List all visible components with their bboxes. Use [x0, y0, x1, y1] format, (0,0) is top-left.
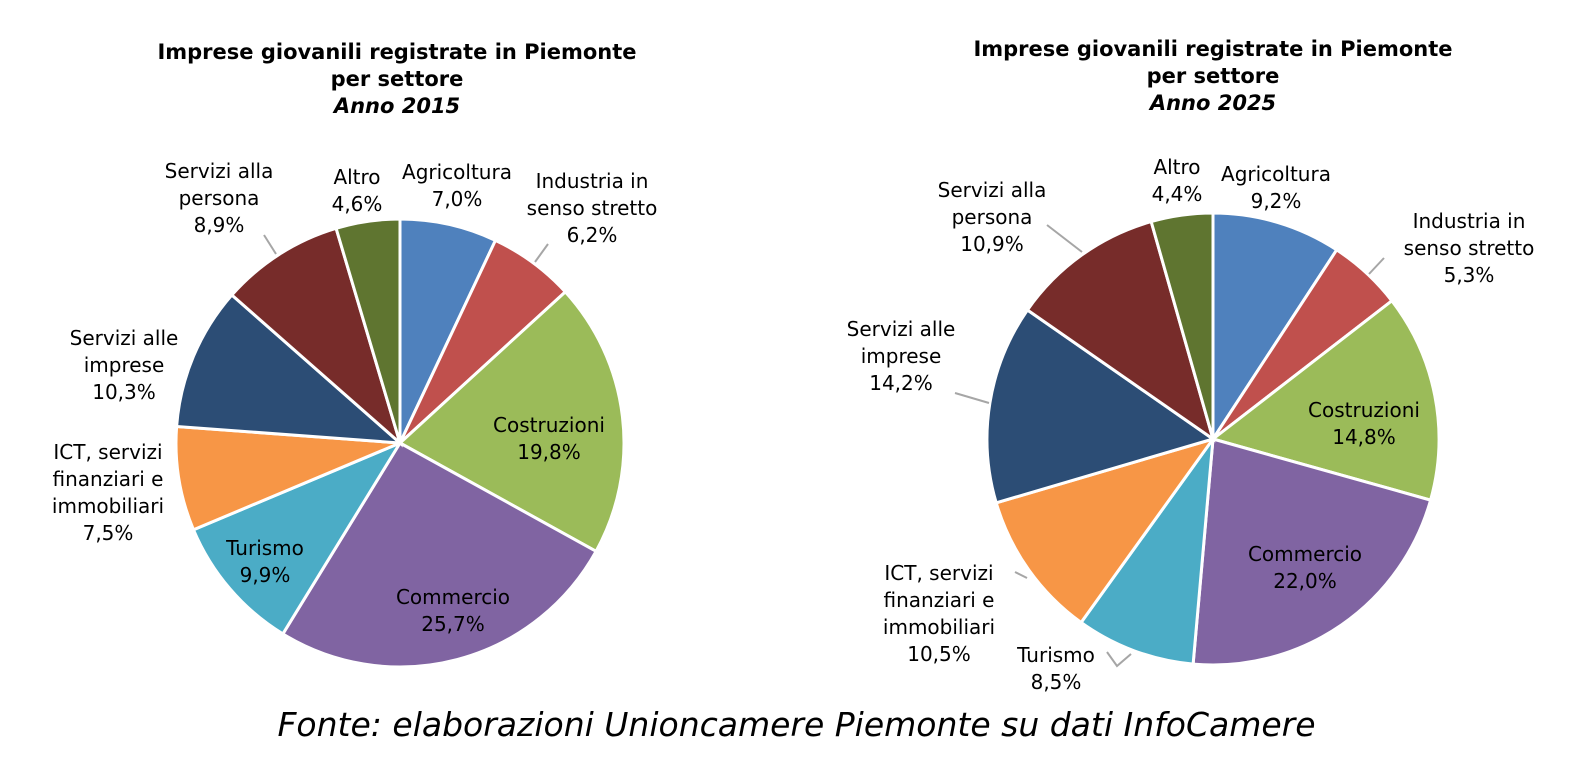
chart-title-line1: Imprese giovanili registrate in Piemonte: [157, 40, 637, 64]
slice-label-turismo: Turismo 9,9%: [225, 536, 304, 587]
slice-label-costruzioni: Costruzioni 14,8%: [1308, 398, 1420, 449]
chart-title-line2: per settore: [330, 67, 464, 91]
leader-line: [1106, 651, 1132, 668]
slice-label-altro: Altro 4,6%: [332, 165, 383, 216]
pie-slice-servizi-alle-imprese: [985, 307, 1217, 505]
slice-label-turismo: Turismo 8,5%: [1016, 643, 1095, 694]
slice-label-servizi-alle-imprese: Servizi alle imprese 14,2%: [847, 317, 956, 395]
pie-chart-2025: Imprese giovanili registrate in Piemonte…: [797, 0, 1593, 705]
chart-title: Imprese giovanili registrate in Piemonte…: [815, 36, 1593, 117]
pie-slice-altro: [1149, 211, 1215, 440]
slice-label-ict-servizi-finanziari-e-immobiliari: ICT, servizi finanziari e immobiliari 7,5%: [52, 440, 164, 545]
chart-title-line1: Imprese giovanili registrate in Piemonte: [973, 37, 1453, 61]
pie-slice-turismo: [191, 439, 404, 636]
pie-slice-servizi-alle-imprese: [175, 292, 405, 445]
pie-slice-ict-servizi-finanziari-e-immobiliari: [994, 436, 1217, 625]
pie-slice-altro: [334, 217, 402, 444]
slice-label-servizi-alle-imprese: Servizi alle imprese 10,3%: [70, 326, 179, 404]
source-note: Fonte: elaborazioni Unioncamere Piemonte…: [277, 705, 1316, 744]
pie-slice-costruzioni: [397, 289, 626, 554]
slice-label-industria-in-senso-stretto: Industria in senso stretto 5,3%: [1404, 209, 1535, 287]
leader-line: [263, 234, 277, 255]
slice-label-servizi-alla-persona: Servizi alla persona 10,9%: [938, 178, 1047, 256]
pie-svg-2025: Agricoltura 9,2% Industria in senso stretto…: [847, 155, 1535, 694]
pie-slice-commercio: [280, 440, 599, 669]
slice-label-agricoltura: Agricoltura 7,0%: [402, 160, 512, 211]
pie-slice-costruzioni: [1209, 298, 1441, 502]
chart-title-line2: per settore: [1146, 64, 1280, 88]
pie-slice-turismo: [1078, 433, 1215, 666]
chart-subtitle: Anno 2025: [1149, 91, 1277, 115]
chart-subtitle: Anno 2015: [333, 94, 461, 118]
pie-slice-servizi-alla-persona: [229, 226, 403, 448]
chart-title: Imprese giovanili registrate in Piemonte…: [47, 39, 747, 120]
leader-line: [1368, 257, 1385, 275]
slice-label-costruzioni: Costruzioni 19,8%: [493, 413, 605, 464]
leader-line: [534, 243, 549, 263]
pie-slice-ict-servizi-finanziari-e-immobiliari: [174, 424, 401, 532]
pie-svg-2015: Agricoltura 7,0% Industria in senso stretto…: [52, 159, 658, 669]
slice-label-agricoltura: Agricoltura 9,2%: [1221, 162, 1331, 213]
slice-label-ict-servizi-finanziari-e-immobiliari: ICT, servizi finanziari e immobiliari 10,5%: [883, 561, 995, 666]
leader-line: [1046, 224, 1083, 253]
pie-slice-agricoltura: [1211, 211, 1339, 445]
leader-line: [954, 392, 990, 404]
pie-slice-commercio: [1191, 437, 1433, 667]
slice-label-industria-in-senso-stretto: Industria in senso stretto 6,2%: [527, 169, 658, 247]
pie-chart-2015: Imprese giovanili registrate in Piemonte…: [0, 0, 796, 705]
slice-label-servizi-alla-persona: Servizi alla persona 8,9%: [165, 159, 274, 237]
slice-label-commercio: Commercio 25,7%: [396, 585, 510, 636]
leader-line: [1014, 571, 1028, 579]
slice-label-commercio: Commercio 22,0%: [1248, 542, 1362, 593]
slice-label-altro: Altro 4,4%: [1152, 155, 1203, 206]
